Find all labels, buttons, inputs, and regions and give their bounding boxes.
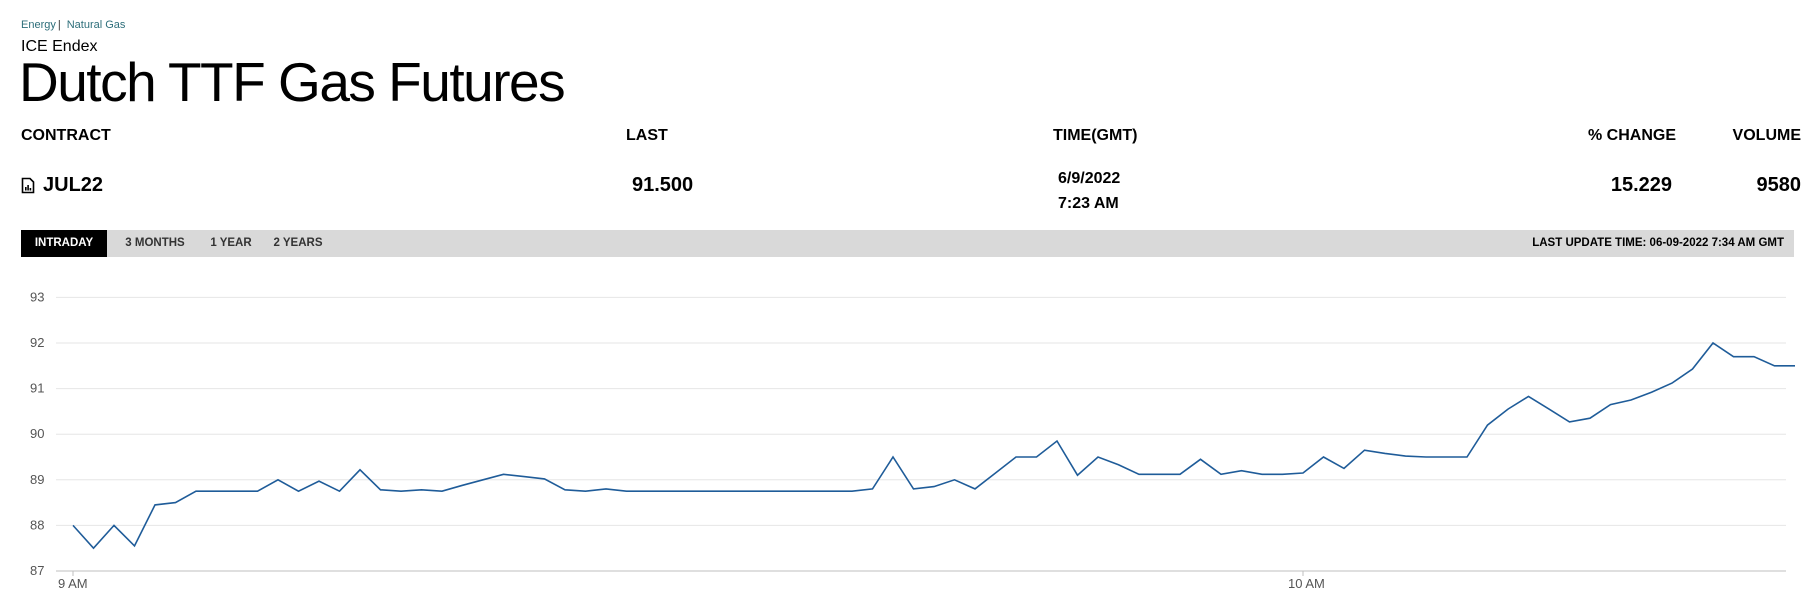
y-tick-label: 87	[30, 563, 44, 578]
y-tick-label: 91	[30, 381, 44, 396]
contract-cell[interactable]: JUL22	[21, 174, 103, 197]
header-pct-change: % CHANGE	[1587, 127, 1676, 144]
chart-grid	[56, 296, 1786, 572]
price-line-chart: 87 88 89 90 91 92 93 9 AM 10 AM	[30, 289, 1795, 591]
page-title: Dutch TTF Gas Futures	[19, 51, 566, 113]
last-update-time: LAST UPDATE TIME: 06-09-2022 7:34 AM GMT	[1532, 237, 1784, 249]
breadcrumb-natural-gas-link[interactable]: Natural Gas	[66, 19, 126, 31]
y-tick-label: 92	[30, 335, 44, 350]
series-line	[72, 341, 1795, 550]
y-tick-label: 89	[30, 472, 44, 487]
tab-3-months[interactable]: 3 MONTHS	[125, 237, 185, 249]
tab-2-years[interactable]: 2 YEARS	[273, 237, 323, 249]
y-tick-label: 88	[30, 517, 44, 532]
breadcrumb-energy-link[interactable]: Energy	[21, 19, 56, 31]
time-clock: 7:23 AM	[1058, 195, 1119, 212]
exchange-label: ICE Endex	[21, 38, 98, 55]
breadcrumb: Energy | Natural Gas	[21, 19, 125, 31]
breadcrumb-separator: |	[57, 19, 61, 31]
header-contract: CONTRACT	[21, 127, 111, 144]
time-date: 6/9/2022	[1058, 170, 1121, 187]
volume-value: 9580	[1756, 174, 1802, 196]
header-volume: VOLUME	[1732, 127, 1801, 144]
chart-file-icon[interactable]	[21, 177, 37, 195]
tab-1-year[interactable]: 1 YEAR	[210, 237, 252, 249]
y-tick-label: 90	[30, 426, 44, 441]
x-tick-label: 10 AM	[1288, 576, 1325, 591]
pct-change-value: 15.229	[1610, 174, 1672, 196]
header-time: TIME(GMT)	[1053, 127, 1138, 144]
y-tick-label: 93	[30, 289, 44, 304]
x-tick-label: 9 AM	[58, 576, 88, 591]
contract-value[interactable]: JUL22	[43, 174, 104, 196]
tab-intraday[interactable]: INTRADAY	[21, 230, 107, 257]
last-value: 91.500	[632, 174, 694, 196]
range-tab-bar: INTRADAY 3 MONTHS 1 YEAR 2 YEARS LAST UP…	[21, 230, 1794, 257]
y-axis-ticks: 87 88 89 90 91 92 93	[30, 289, 44, 578]
x-axis-ticks: 9 AM 10 AM	[58, 571, 1325, 591]
header-last: LAST	[626, 127, 668, 144]
